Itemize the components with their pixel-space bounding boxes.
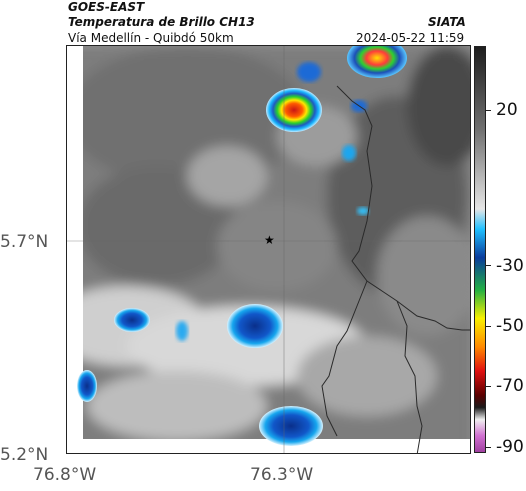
cold-cloud-central — [227, 304, 283, 348]
colorbar-label-minus90: -90 — [496, 437, 524, 457]
lat-tick-5-7: 5.7°N — [0, 232, 49, 252]
colorbar-label-20: 20 — [496, 100, 518, 120]
lon-tick-76-8: 76.8°W — [33, 465, 97, 485]
country-border — [336, 85, 470, 331]
lon-tick-76-3: 76.3°W — [250, 465, 314, 485]
storm-cell-north — [266, 88, 322, 132]
datetime-label: 2024-05-22 11:59 — [356, 31, 465, 45]
region-label: Vía Medellín - Quibdó 50km — [68, 31, 234, 45]
product-title: Temperatura de Brillo CH13 — [68, 15, 255, 29]
org-label: SIATA — [428, 15, 466, 29]
colorbar-label-minus70: -70 — [496, 376, 524, 396]
colorbar-label-minus30: -30 — [496, 256, 524, 276]
satellite-title: GOES-EAST — [68, 0, 145, 14]
map-frame: ★ — [66, 45, 471, 454]
department-border — [396, 300, 423, 453]
station-marker-star: ★ — [264, 233, 275, 247]
colorbar — [474, 46, 486, 453]
colorbar-label-minus50: -50 — [496, 316, 524, 336]
brightness-temperature-map: ★ — [67, 46, 470, 453]
cold-cloud-south — [259, 406, 323, 446]
storm-cell-northeast — [347, 46, 407, 78]
lat-tick-5-2: 5.2°N — [0, 445, 49, 465]
